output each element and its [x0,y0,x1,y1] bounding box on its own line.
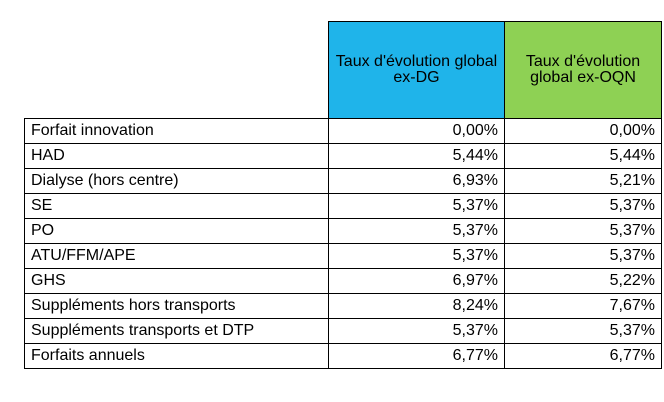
table-body: Taux d'évolution global ex-DG Taux d'évo… [24,21,662,369]
value-dg-cell: 6,77% [328,342,505,369]
value-oqn-cell: 0,00% [504,117,662,144]
evolution-rates-table: Taux d'évolution global ex-DG Taux d'évo… [24,21,662,369]
header-row: Taux d'évolution global ex-DG Taux d'évo… [25,21,662,119]
row-label-cell: PO [24,217,329,244]
value-oqn-cell: 5,37% [504,317,662,344]
value-dg-cell: 5,37% [328,317,505,344]
row-label-cell: ATU/FFM/APE [24,242,329,269]
value-dg-cell: 6,93% [328,167,505,194]
row-label-cell: Forfait innovation [24,117,329,144]
table-row: SE 5,37% 5,37% [24,192,662,219]
table-row: Dialyse (hors centre) 6,93% 5,21% [24,167,662,194]
value-dg-cell: 5,37% [328,217,505,244]
value-dg-cell: 5,44% [328,142,505,169]
table-row: Suppléments transports et DTP 5,37% 5,37% [24,317,662,344]
table-row: Forfaits annuels 6,77% 6,77% [24,342,662,369]
value-oqn-cell: 7,67% [504,292,662,319]
table-row: HAD 5,44% 5,44% [24,142,662,169]
table-row: GHS 6,97% 5,22% [24,267,662,294]
value-oqn-cell: 5,21% [504,167,662,194]
value-oqn-cell: 5,44% [504,142,662,169]
table-row: PO 5,37% 5,37% [24,217,662,244]
row-label-cell: GHS [24,267,329,294]
value-oqn-cell: 5,22% [504,267,662,294]
row-label-cell: Suppléments hors transports [24,292,329,319]
value-dg-cell: 8,24% [328,292,505,319]
header-dg: Taux d'évolution global ex-DG [328,21,505,119]
value-dg-cell: 5,37% [328,242,505,269]
value-dg-cell: 6,97% [328,267,505,294]
table-row: Suppléments hors transports 8,24% 7,67% [24,292,662,319]
header-corner-cell [25,22,329,119]
value-oqn-cell: 5,37% [504,242,662,269]
value-oqn-cell: 5,37% [504,192,662,219]
value-dg-cell: 5,37% [328,192,505,219]
row-label-cell: HAD [24,142,329,169]
value-dg-cell: 0,00% [328,117,505,144]
value-oqn-cell: 6,77% [504,342,662,369]
table-row: Forfait innovation 0,00% 0,00% [24,117,662,144]
value-oqn-cell: 5,37% [504,217,662,244]
row-label-cell: Forfaits annuels [24,342,329,369]
row-label-cell: Suppléments transports et DTP [24,317,329,344]
row-label-cell: Dialyse (hors centre) [24,167,329,194]
header-oqn: Taux d'évolution global ex-OQN [504,21,662,119]
table-row: ATU/FFM/APE 5,37% 5,37% [24,242,662,269]
row-label-cell: SE [24,192,329,219]
